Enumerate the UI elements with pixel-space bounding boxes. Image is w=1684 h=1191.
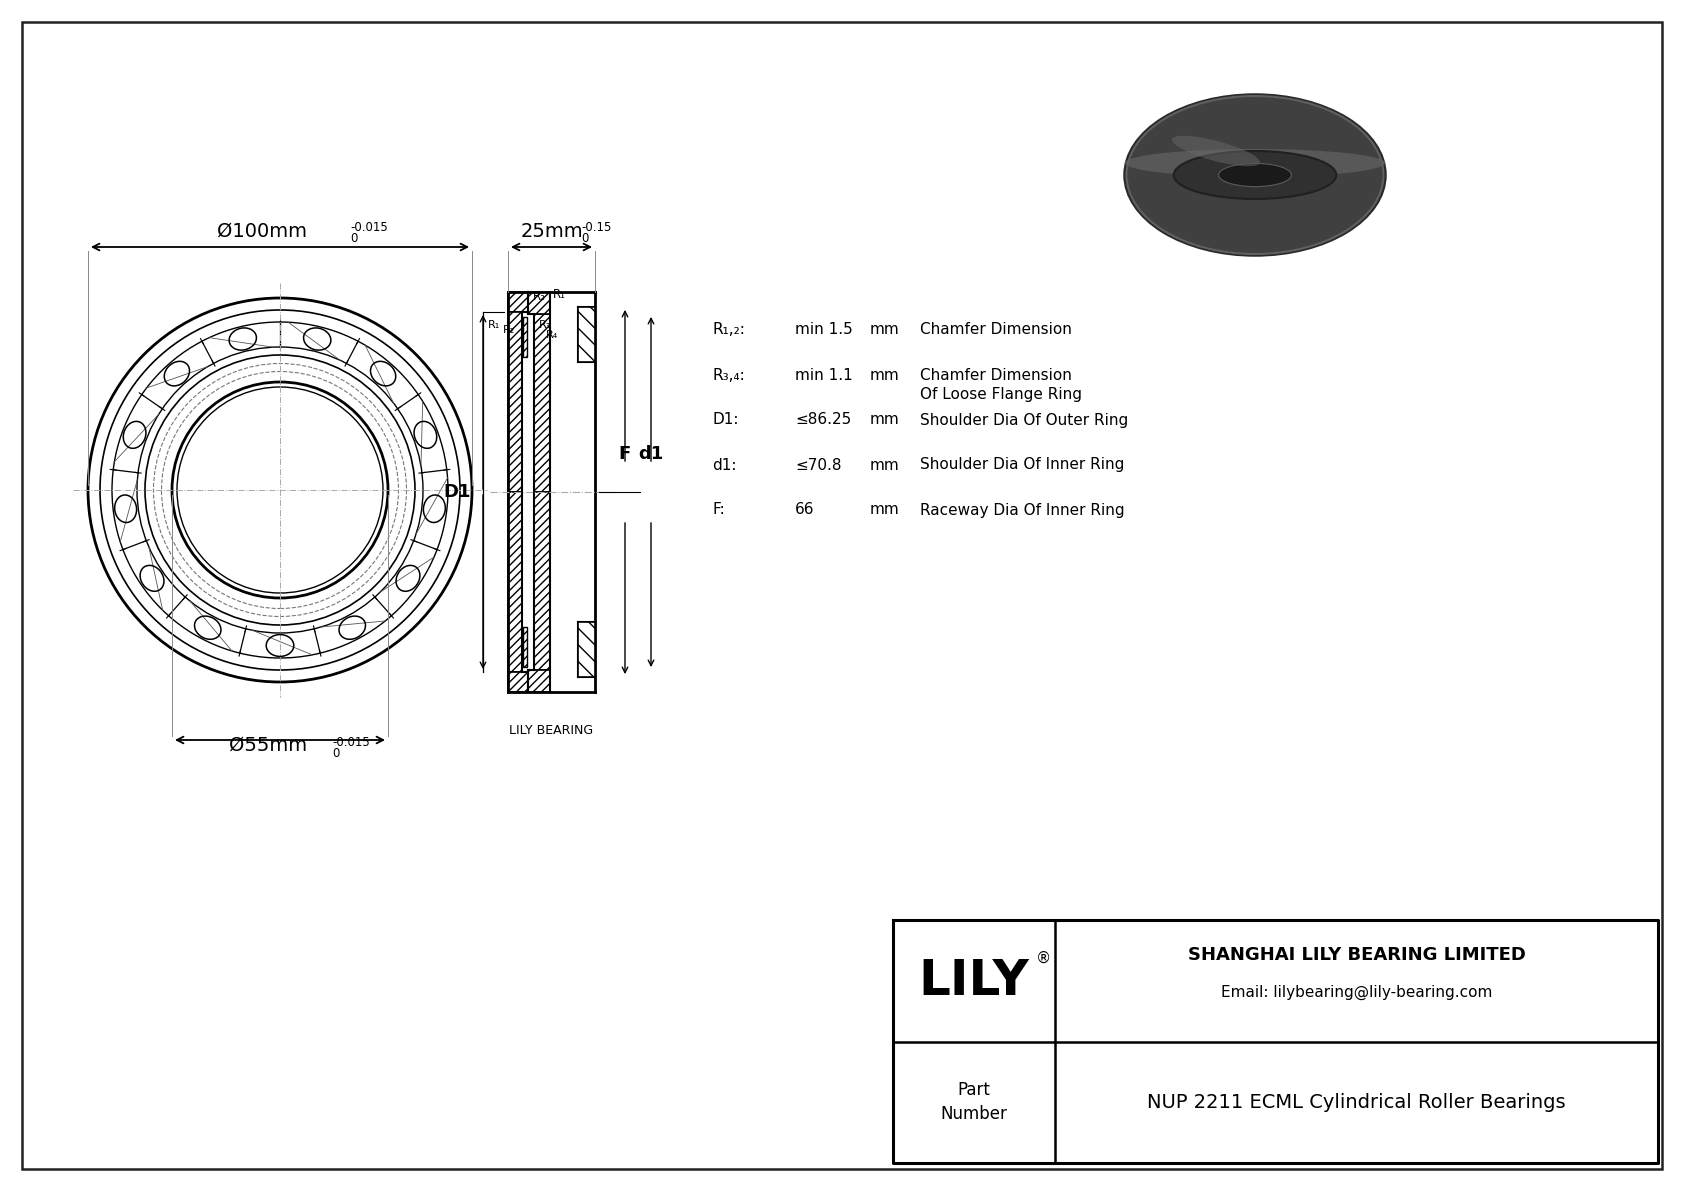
Text: LILY: LILY (919, 956, 1029, 1005)
Polygon shape (524, 626, 527, 667)
Text: ≤86.25: ≤86.25 (795, 412, 850, 428)
Text: Chamfer Dimension: Chamfer Dimension (919, 323, 1073, 337)
Text: R₁,₂:: R₁,₂: (712, 323, 744, 337)
Polygon shape (578, 307, 594, 362)
Ellipse shape (1172, 136, 1260, 167)
Text: -0.015: -0.015 (350, 222, 387, 233)
Polygon shape (509, 492, 522, 672)
Text: mm: mm (871, 412, 899, 428)
Text: Shoulder Dia Of Outer Ring: Shoulder Dia Of Outer Ring (919, 412, 1128, 428)
Text: R₂: R₂ (504, 325, 515, 335)
Text: F: F (620, 445, 632, 463)
Text: d1:: d1: (712, 457, 736, 473)
Ellipse shape (1219, 164, 1290, 186)
Text: -0.15: -0.15 (581, 222, 611, 233)
Text: R₁: R₁ (488, 320, 500, 330)
Text: mm: mm (871, 457, 899, 473)
Polygon shape (524, 317, 527, 357)
Ellipse shape (1125, 95, 1384, 255)
Text: d1: d1 (638, 445, 663, 463)
Polygon shape (509, 672, 529, 692)
Text: mm: mm (871, 368, 899, 382)
Polygon shape (534, 314, 551, 492)
Text: 0: 0 (581, 232, 589, 245)
Text: Chamfer Dimension: Chamfer Dimension (919, 368, 1073, 382)
Text: D1:: D1: (712, 412, 739, 428)
Text: F:: F: (712, 503, 724, 518)
Text: R₃,₄:: R₃,₄: (712, 368, 744, 382)
Text: R₄: R₄ (546, 330, 559, 339)
Text: Of Loose Flange Ring: Of Loose Flange Ring (919, 387, 1083, 403)
Text: Shoulder Dia Of Inner Ring: Shoulder Dia Of Inner Ring (919, 457, 1125, 473)
Text: D1: D1 (443, 484, 472, 501)
Text: 66: 66 (795, 503, 815, 518)
Text: -0.015: -0.015 (332, 736, 370, 749)
Text: SHANGHAI LILY BEARING LIMITED: SHANGHAI LILY BEARING LIMITED (1187, 946, 1526, 964)
Text: NUP 2211 ECML Cylindrical Roller Bearings: NUP 2211 ECML Cylindrical Roller Bearing… (1147, 1093, 1566, 1111)
Text: R₁: R₁ (552, 288, 566, 301)
Ellipse shape (1125, 149, 1384, 177)
Text: min 1.1: min 1.1 (795, 368, 852, 382)
Text: Email: lilybearing@lily-bearing.com: Email: lilybearing@lily-bearing.com (1221, 985, 1492, 999)
Text: Ø100mm: Ø100mm (217, 222, 306, 241)
Text: mm: mm (871, 323, 899, 337)
Text: mm: mm (871, 503, 899, 518)
Text: Ø55mm: Ø55mm (229, 736, 306, 755)
Polygon shape (578, 622, 594, 676)
Text: Raceway Dia Of Inner Ring: Raceway Dia Of Inner Ring (919, 503, 1125, 518)
Text: LILY BEARING: LILY BEARING (510, 723, 593, 736)
Ellipse shape (1174, 151, 1335, 199)
Text: Part
Number: Part Number (941, 1081, 1007, 1123)
Text: R₃: R₃ (539, 320, 551, 330)
Polygon shape (509, 292, 529, 312)
Text: 0: 0 (332, 747, 340, 760)
Text: min 1.5: min 1.5 (795, 323, 852, 337)
Polygon shape (534, 492, 551, 671)
Text: ≤70.8: ≤70.8 (795, 457, 842, 473)
Polygon shape (509, 312, 522, 492)
Polygon shape (529, 671, 551, 692)
Polygon shape (529, 292, 551, 314)
Text: R₂: R₂ (534, 291, 546, 304)
Text: ®: ® (1036, 952, 1051, 966)
Text: 0: 0 (350, 232, 357, 245)
Text: 25mm: 25mm (520, 222, 583, 241)
